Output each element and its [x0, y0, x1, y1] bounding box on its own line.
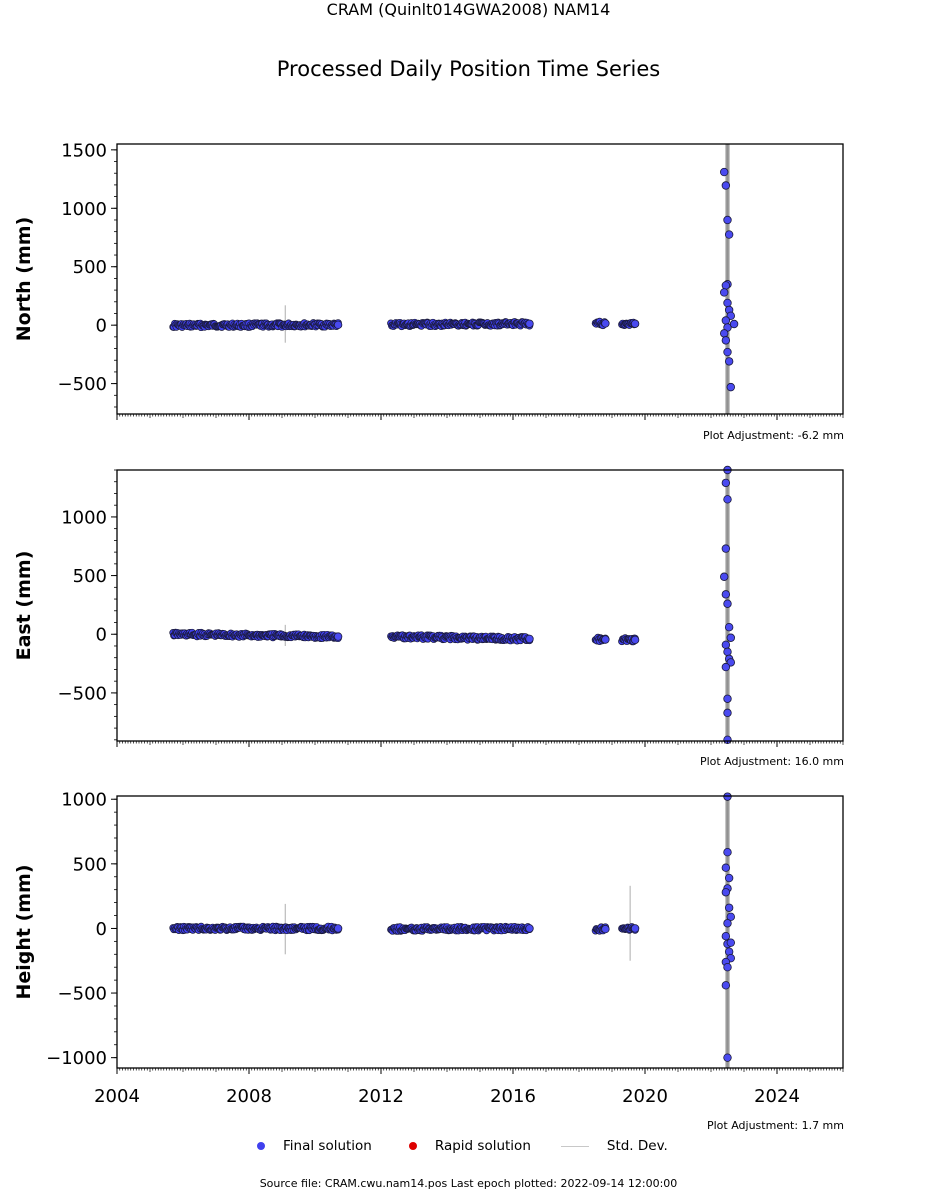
height-plot-adjustment: Plot Adjustment: 1.7 mm — [706, 1119, 844, 1132]
height-data-point — [724, 903, 734, 912]
east-axes-frame — [116, 469, 844, 742]
north-plot-adjustment: Plot Adjustment: -6.2 mm — [703, 429, 844, 442]
height-x-tick-label: 2004 — [94, 1086, 140, 1107]
north-data-point — [723, 298, 732, 308]
east-plot-adjustment: Plot Adjustment: 16.0 mm — [699, 755, 844, 768]
north-y-tick-label: 1500 — [61, 140, 107, 161]
north-data-point — [726, 382, 735, 392]
east-data-point — [721, 640, 731, 650]
north-data-point — [721, 336, 731, 345]
north-data-point — [333, 320, 343, 330]
east-data-point — [723, 708, 732, 718]
height-data-point — [724, 873, 734, 883]
north-data-point — [721, 181, 731, 190]
east-y-tick-label: −500 — [58, 683, 107, 704]
chart-subtitle: Processed Daily Position Time Series — [276, 57, 661, 81]
east-data-point — [723, 495, 732, 504]
north-y-tick-label: −500 — [58, 374, 107, 395]
legend-std-label: Std. Dev. — [606, 1138, 668, 1154]
east-y-axis-label: East (mm) — [13, 551, 35, 661]
height-y-tick-label: 500 — [73, 854, 107, 875]
legend-std: Std. Dev. — [560, 1138, 668, 1154]
north-data-point — [721, 281, 731, 290]
legend-final: Final solution — [250, 1138, 372, 1154]
rapid-marker-icon — [408, 1142, 417, 1150]
east-data-point — [726, 633, 735, 642]
north-data-point — [723, 215, 732, 225]
height-data-point — [721, 981, 731, 990]
north-data-point — [729, 319, 739, 329]
legend-rapid: Rapid solution — [402, 1138, 531, 1154]
height-x-tick-label: 2020 — [622, 1086, 668, 1107]
height-data-point — [721, 931, 731, 941]
north-data-point — [601, 319, 610, 328]
north-y-tick-label: 1000 — [61, 199, 107, 220]
height-y-tick-label: 0 — [96, 919, 107, 940]
north-y-tick-label: 0 — [96, 316, 107, 337]
legend-rapid-label: Rapid solution — [434, 1138, 531, 1154]
height-y-tick-label: −500 — [58, 984, 107, 1005]
north-data-point — [630, 319, 640, 328]
north-data-point — [724, 230, 734, 239]
height-data-point — [723, 963, 732, 972]
east-data-point — [721, 478, 731, 488]
legend-final-label: Final solution — [283, 1138, 372, 1154]
height-data-point — [726, 912, 735, 922]
east-y-tick-label: 1000 — [61, 507, 107, 528]
east-data-point — [724, 623, 734, 632]
east-data-point — [720, 572, 729, 581]
east-data-point — [721, 544, 731, 553]
final-marker-icon — [257, 1142, 265, 1150]
east-data-point — [723, 599, 732, 608]
height-data-point — [723, 848, 732, 857]
north-data-point — [525, 319, 534, 328]
north-axes-frame — [116, 143, 844, 415]
height-x-tick-label: 2016 — [490, 1086, 536, 1107]
east-data-point — [721, 590, 731, 599]
source-footer: Source file: CRAM.cwu.nam14.pos Last epo… — [259, 1177, 678, 1190]
height-data-point — [726, 938, 735, 947]
east-data-point — [333, 632, 343, 641]
height-x-tick-label: 2024 — [754, 1086, 800, 1107]
height-y-axis-label: Height (mm) — [13, 864, 35, 999]
north-y-axis-label: North (mm) — [13, 217, 35, 342]
north-data-point — [720, 329, 729, 338]
north-data-point — [721, 316, 731, 325]
height-data-point — [721, 888, 731, 897]
north-data-point — [723, 347, 732, 357]
height-data-point — [723, 1053, 732, 1062]
east-y-tick-label: 0 — [96, 625, 107, 646]
north-y-tick-label: 500 — [73, 257, 107, 278]
east-data-point — [723, 694, 732, 703]
east-data-point — [723, 647, 732, 657]
height-x-tick-label: 2008 — [226, 1086, 272, 1107]
east-data-point — [723, 735, 732, 745]
chart-title: CRAM (Quinlt014GWA2008) NAM14 — [326, 0, 611, 19]
height-data-point — [525, 924, 534, 933]
east-data-point — [630, 635, 640, 645]
east-data-point — [721, 662, 731, 672]
east-data-point — [525, 634, 534, 644]
height-data-point — [721, 863, 731, 872]
height-data-point — [723, 919, 732, 928]
height-x-tick-label: 2012 — [358, 1086, 404, 1107]
std-line-icon — [560, 1145, 589, 1147]
north-data-point — [720, 167, 729, 177]
height-y-tick-label: −1000 — [46, 1048, 107, 1069]
east-data-point — [601, 635, 610, 644]
height-data-point — [630, 924, 640, 933]
north-data-point — [720, 288, 729, 297]
height-y-tick-label: 1000 — [61, 790, 107, 811]
east-y-tick-label: 500 — [73, 566, 107, 587]
north-data-point — [724, 357, 734, 366]
height-data-point — [333, 924, 343, 933]
height-data-point — [601, 924, 610, 934]
legend: Final solution Rapid solution Std. Dev. — [250, 1138, 698, 1154]
